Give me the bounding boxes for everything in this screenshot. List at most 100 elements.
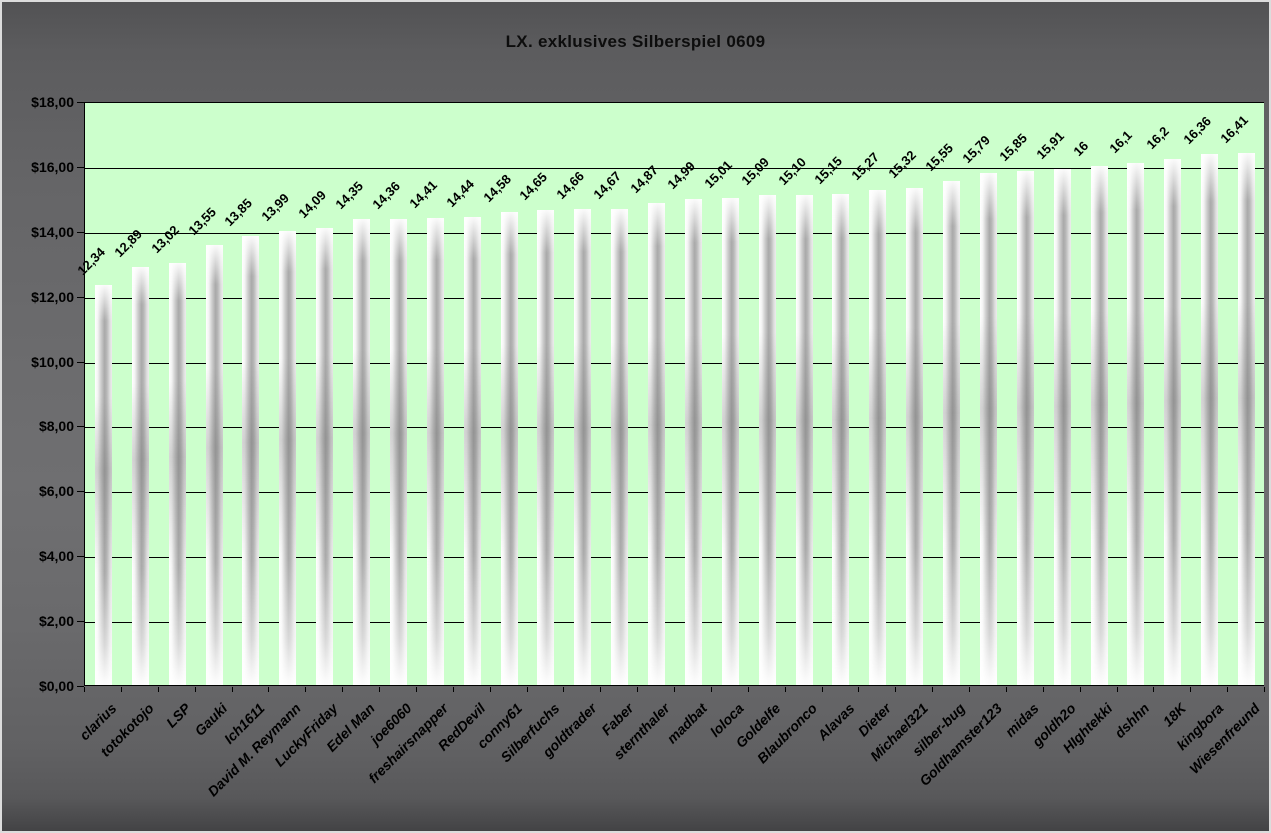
x-axis-tick [895, 687, 897, 692]
y-axis-tick-label: $0,00 [38, 678, 74, 694]
x-axis-tick [1005, 687, 1007, 692]
y-axis-tick [77, 621, 84, 623]
bar-freshairsnapper [426, 217, 444, 685]
bar-totokotojo [131, 266, 149, 685]
x-axis-tick [415, 687, 417, 692]
x-axis-tick [1079, 687, 1081, 692]
bar-loloca [721, 198, 739, 685]
bar-David M. Reymann [279, 231, 297, 685]
y-axis-tick [77, 102, 84, 103]
bar-Blaubronco [795, 195, 813, 685]
bar-clarius [94, 284, 112, 685]
x-axis-tick [526, 687, 528, 692]
bar-Goldelfe [758, 195, 776, 685]
bar-HIghtekki [1090, 165, 1108, 685]
x-axis-tick [268, 687, 270, 692]
y-axis-tick [77, 491, 84, 493]
x-axis-tick [84, 687, 85, 692]
bar-Ich1611 [242, 235, 260, 685]
y-axis-tick-label: $6,00 [38, 483, 74, 500]
x-axis-tick [747, 687, 749, 692]
x-axis-tick [1116, 687, 1118, 692]
gridline [85, 492, 1264, 494]
bar-LSP [168, 262, 186, 685]
y-axis-tick [77, 231, 84, 233]
bar-silber-bug [943, 180, 961, 685]
x-axis-tick [305, 687, 307, 692]
y-axis-tick [77, 556, 84, 558]
y-axis-tick [77, 361, 84, 363]
category-label: Alavas [813, 700, 858, 744]
bar-Silberfuchs [537, 209, 555, 685]
x-axis-tick [342, 687, 344, 692]
y-axis-tick-label: $4,00 [38, 548, 74, 565]
bar-Goldhamster123 [979, 172, 997, 685]
bar-joe6060 [389, 219, 407, 685]
x-axis-tick [120, 687, 122, 692]
bar-RedDevil [463, 216, 481, 685]
bar-dshhn [1127, 162, 1145, 685]
bar-LuckyFriday [316, 227, 334, 685]
gridline [85, 297, 1264, 299]
chart-title: LX. exklusives Silberspiel 0609 [505, 32, 766, 51]
x-axis-tick [452, 687, 454, 692]
bar-Edel Man [353, 219, 371, 685]
x-axis-tick [1264, 687, 1265, 692]
gridline [85, 362, 1264, 364]
x-axis-tick [231, 687, 233, 692]
bar-sternthaler [648, 202, 666, 685]
y-axis-tick [77, 686, 84, 687]
x-axis-tick [784, 687, 786, 692]
y-axis-tick-label: $16,00 [31, 158, 74, 175]
x-axis-tick [821, 687, 823, 692]
category-label: madbat [663, 700, 710, 747]
x-axis-tick [1190, 687, 1192, 692]
bar-Michael321 [906, 188, 924, 685]
x-axis-tick [932, 687, 934, 692]
y-axis-tick-label: $14,00 [31, 223, 74, 240]
bar-goldh2o [1053, 168, 1071, 685]
bar-goldtrader [574, 209, 592, 685]
gridline [85, 622, 1264, 624]
x-axis-tick [600, 687, 602, 692]
bar-18K [1164, 159, 1182, 685]
x-axis-tick [858, 687, 860, 692]
x-axis-tick [969, 687, 970, 692]
bar-Gauki [205, 245, 223, 685]
gridline [85, 557, 1264, 559]
bar-conny61 [500, 212, 518, 685]
x-axis-tick [379, 687, 380, 692]
y-axis-tick [77, 166, 84, 168]
category-label: dshhn [1111, 700, 1153, 742]
category-label: LSP [162, 700, 194, 731]
category-label: 18K [1159, 700, 1190, 730]
x-axis-tick [563, 687, 565, 692]
x-axis-tick [489, 687, 491, 692]
gridline [85, 167, 1264, 169]
bar-Dieter [869, 189, 887, 685]
x-axis-tick [710, 687, 712, 692]
x-axis-tick [637, 687, 639, 692]
y-axis-tick-label: $12,00 [31, 288, 74, 305]
bar-midas [1016, 170, 1034, 685]
bar-madbat [684, 198, 702, 685]
x-axis-tick [194, 687, 196, 692]
y-axis-tick-label: $8,00 [38, 418, 74, 435]
y-axis-tick-label: $2,00 [38, 613, 74, 630]
x-axis-tick [1153, 687, 1155, 692]
x-axis-tick [157, 687, 159, 692]
bar-Faber [611, 209, 629, 685]
y-axis-tick-label: $10,00 [31, 353, 74, 370]
bar-kingbora [1201, 154, 1219, 685]
gridline [85, 232, 1264, 234]
bar-Alavas [832, 193, 850, 685]
x-axis-tick [1227, 687, 1229, 692]
y-axis-tick [77, 426, 84, 428]
bar-Wiesenfreund [1238, 152, 1256, 685]
x-axis-tick [1042, 687, 1044, 692]
x-axis-tick [674, 687, 675, 692]
gridline [85, 427, 1264, 429]
y-axis-tick-label: $18,00 [31, 94, 74, 110]
y-axis-tick [77, 296, 84, 298]
